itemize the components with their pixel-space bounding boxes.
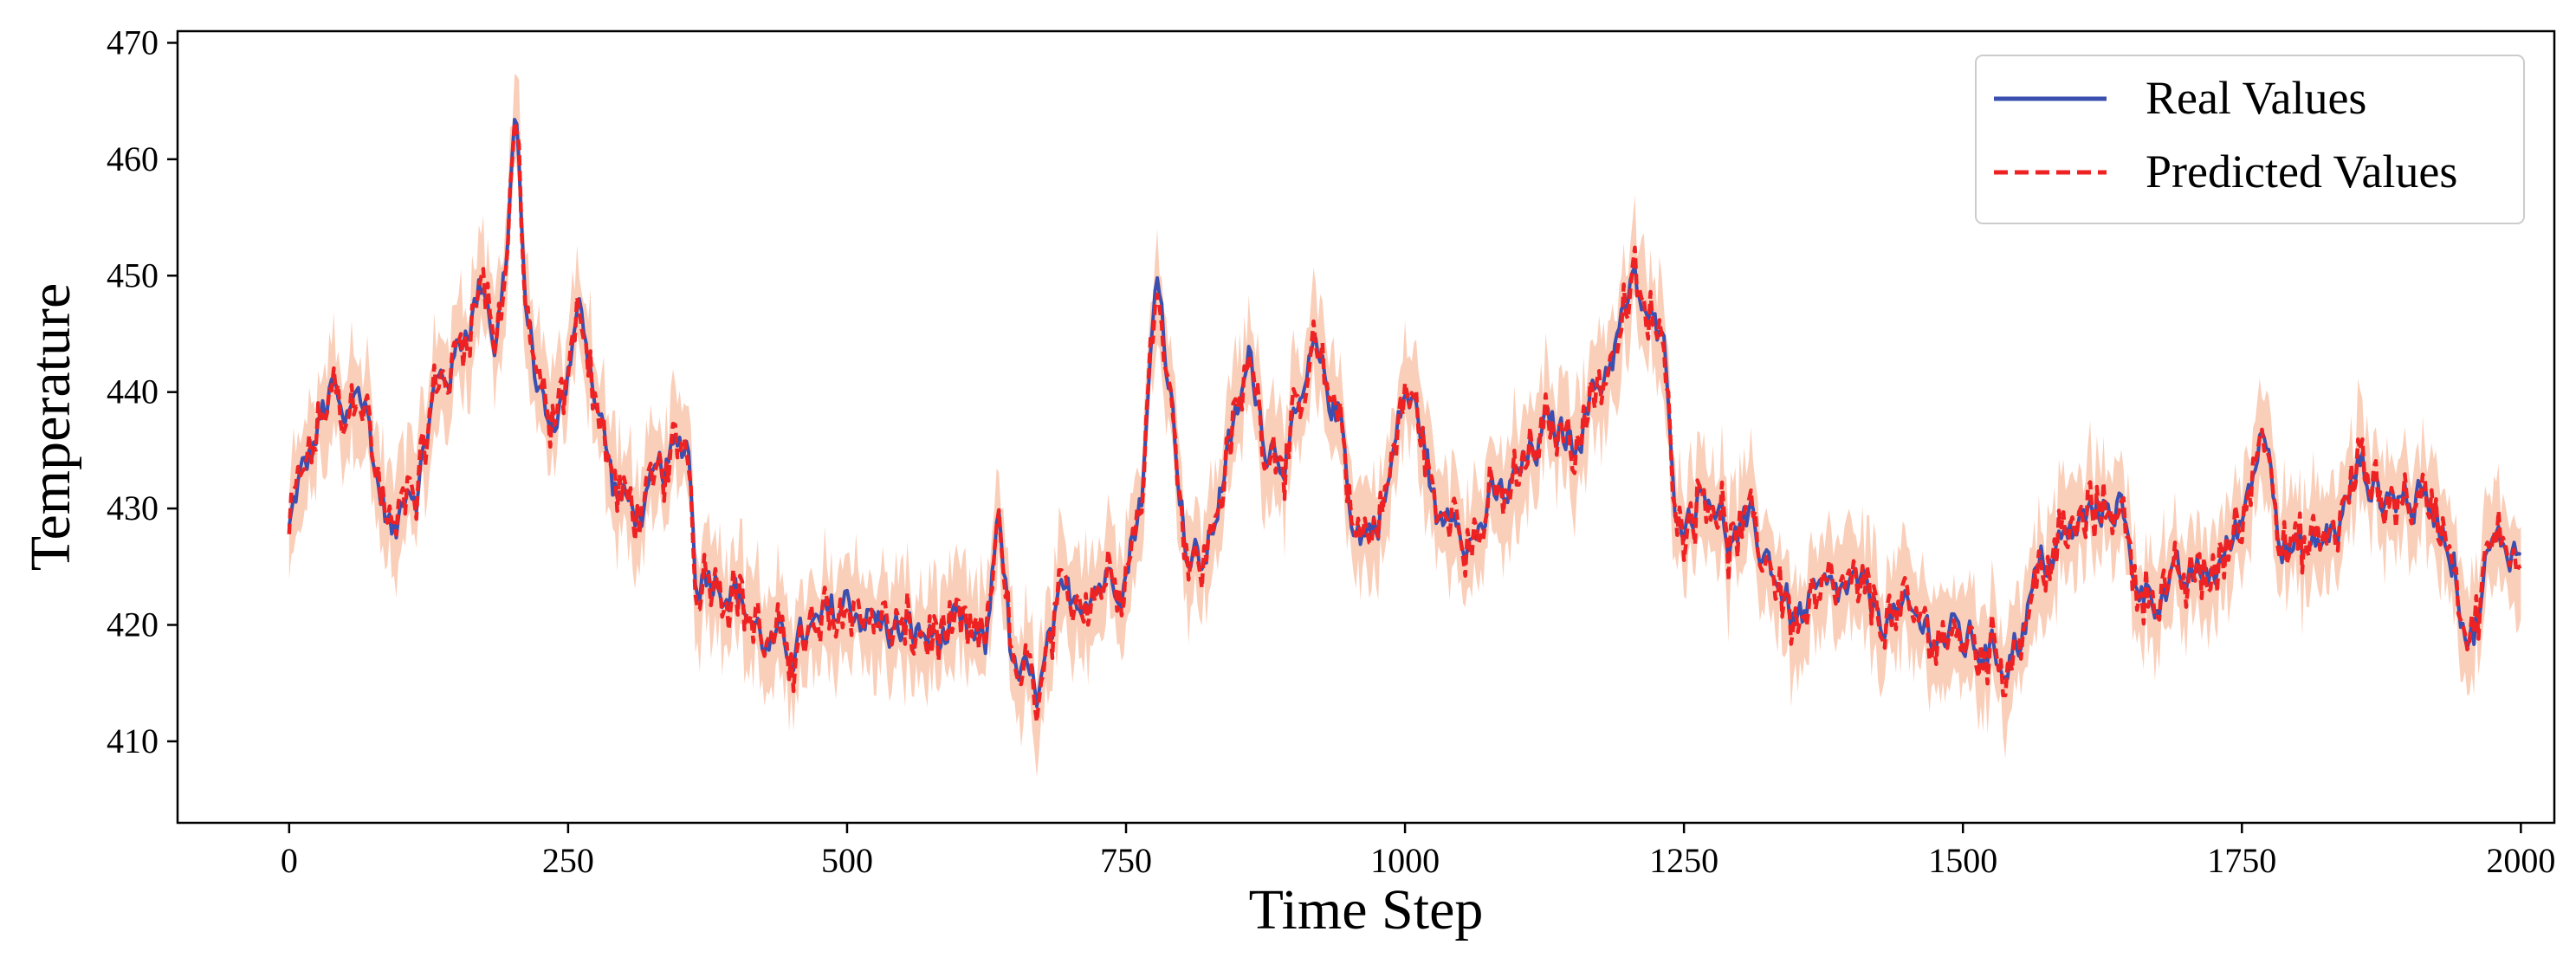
y-axis-ticks: 410 420 430 440 450 460 470: [107, 23, 178, 760]
y-tick-label: 470: [107, 23, 159, 61]
legend: Real Values Predicted Values: [1975, 55, 2525, 224]
x-axis-label: Time Step: [1249, 878, 1484, 941]
x-tick-label: 500: [821, 841, 873, 880]
prediction-band: [288, 74, 2521, 778]
x-tick-label: 1250: [1649, 841, 1718, 880]
x-tick-label: 1000: [1370, 841, 1440, 880]
x-tick-label: 1500: [1928, 841, 1997, 880]
series-predicted-values: [287, 120, 2522, 724]
y-tick-label: 430: [107, 488, 159, 527]
legend-label-real: Real Values: [2146, 72, 2366, 124]
y-tick-label: 440: [107, 372, 159, 411]
legend-box: [1975, 55, 2525, 224]
legend-label-predicted: Predicted Values: [2146, 146, 2457, 197]
x-tick-label: 2000: [2486, 841, 2555, 880]
plot-frame: [176, 29, 2556, 825]
x-tick-label: 750: [1100, 841, 1152, 880]
x-tick-label: 0: [281, 841, 298, 880]
series-real-values: [287, 118, 2522, 708]
series-lines: [287, 118, 2522, 724]
y-tick-label: 410: [107, 721, 159, 760]
y-tick-label: 460: [107, 139, 159, 178]
prediction-band-area: [288, 74, 2521, 778]
x-tick-label: 250: [542, 841, 594, 880]
x-tick-label: 1750: [2207, 841, 2276, 880]
y-axis-label: Temperature: [19, 283, 82, 572]
y-tick-label: 450: [107, 256, 159, 294]
x-axis-ticks: 0 250 500 750 1000 1250 1500 1750 2000: [281, 823, 2555, 880]
y-tick-label: 420: [107, 605, 159, 644]
